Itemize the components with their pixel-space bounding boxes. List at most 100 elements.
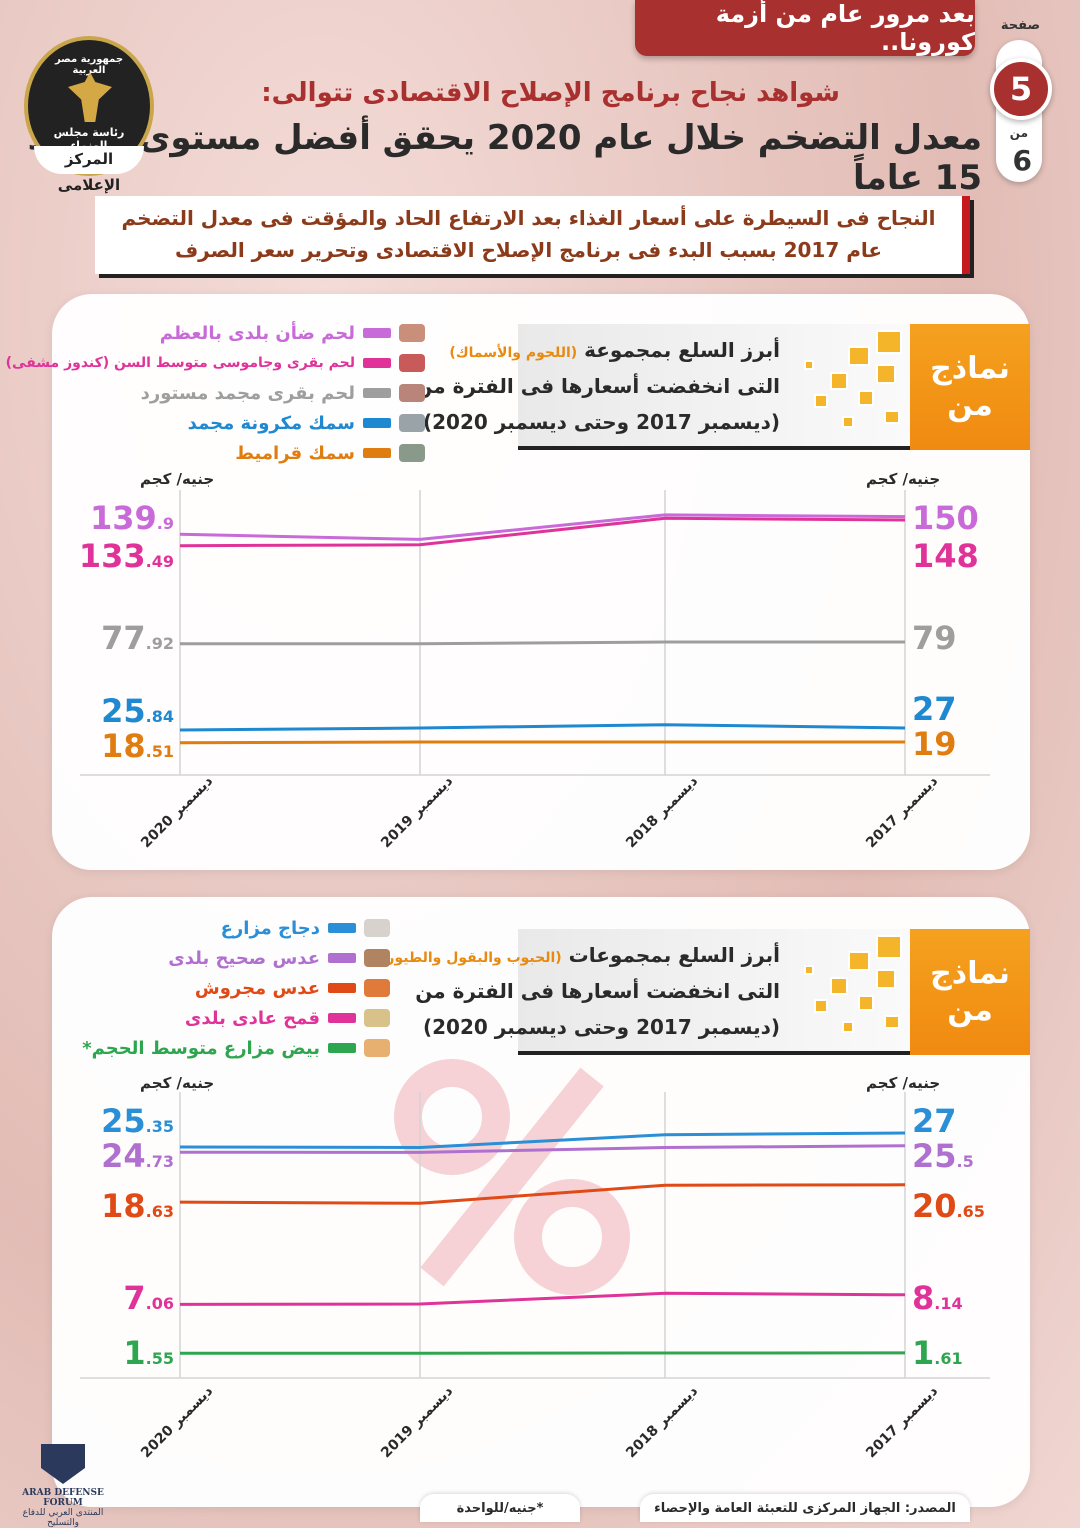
legend-swatch <box>363 418 391 428</box>
chart-2: ديسمبر 2017 ديسمبر 2018 ديسمبر 2019 ديسمبر … <box>80 1092 990 1461</box>
page-number: 5 <box>990 58 1052 120</box>
legend-item: بيض مزارع متوسط الحجم* <box>82 1035 390 1061</box>
series-line <box>179 1183 906 1205</box>
end-value-label: 25.35 <box>101 1102 174 1140</box>
group-info-line3: (ديسمبر 2017 وحتى ديسمبر 2020) <box>422 410 780 434</box>
intro-line-1: النجاح فى السيطرة على أسعار الغذاء بعد ا… <box>121 206 936 230</box>
intro-line-2: عام 2017 بسبب البدء فى برنامج الإصلاح ال… <box>174 238 883 262</box>
start-value-label: 27 <box>912 1102 957 1140</box>
legend-label: عدس صحيح بلدى <box>168 947 320 969</box>
logo-top-text: جمهورية مصر العربية <box>54 54 124 76</box>
chicken-icon <box>364 919 390 937</box>
y-unit-left: جنيه/ كجم <box>140 1074 215 1092</box>
end-value-label: 24.73 <box>101 1137 174 1175</box>
x-tick-label: ديسمبر 2020 <box>138 1383 216 1461</box>
legend-item: قمح عادى بلدى <box>185 1005 390 1031</box>
shield-icon <box>41 1444 85 1484</box>
legend-item: دجاج مزارع <box>221 915 390 941</box>
start-value-label: 79 <box>912 619 957 657</box>
unit-footnote: *جنيه/للواحدة <box>420 1494 580 1522</box>
series-line <box>179 1131 906 1149</box>
y-unit-right: جنيه/ كجم <box>866 1074 941 1092</box>
legend-item: لحم ضأن بلدى بالعظم <box>160 320 425 346</box>
start-value-label: 148 <box>912 537 979 575</box>
y-unit-left: جنيه/ كجم <box>140 470 215 488</box>
legend-label: سمك مكرونة مجمد <box>187 412 355 434</box>
examples-tag-line2: من <box>947 388 993 423</box>
examples-tag-line1: نماذج <box>930 350 1010 386</box>
source-note: المصدر: الجهاز المركزى للتعبئة العامة وا… <box>640 1494 970 1522</box>
end-value-label: 7.06 <box>123 1279 174 1317</box>
beef-icon <box>399 354 425 372</box>
legend-item: سمك قراميط <box>235 440 425 466</box>
series-line <box>179 723 906 732</box>
group-info-box: أبرز السلع بمجموعات (الحبوب والبقول والط… <box>380 929 910 1055</box>
start-value-label: 19 <box>912 725 957 763</box>
end-value-label: 18.63 <box>101 1187 174 1225</box>
legend-item: عدس صحيح بلدى <box>168 945 390 971</box>
examples-tag: نماذج من <box>910 929 1030 1055</box>
x-tick-label: ديسمبر 2017 <box>863 773 941 851</box>
crushed-lentils-icon <box>364 979 390 997</box>
x-tick-label: ديسمبر 2017 <box>863 1383 941 1461</box>
series-line <box>179 1291 906 1306</box>
legend-swatch <box>363 448 391 458</box>
group-highlight: (اللحوم والأسماك) <box>449 345 578 361</box>
group-info-line1: أبرز السلع بمجموعات (الحبوب والبقول والط… <box>380 943 780 967</box>
start-value-label: 8.14 <box>912 1279 963 1317</box>
forum-watermark: ARAB DEFENSE FORUM المنتدى العربي للدفاع… <box>8 1444 118 1528</box>
series-line <box>179 640 905 646</box>
end-value-label: 133.49 <box>79 537 174 575</box>
examples-tag-line1: نماذج <box>930 955 1010 991</box>
legend-label: بيض مزارع متوسط الحجم* <box>82 1037 320 1059</box>
group-info-line1: أبرز السلع بمجموعة (اللحوم والأسماك) <box>449 338 780 362</box>
examples-tag: نماذج من <box>910 324 1030 450</box>
forum-name: ARAB DEFENSE FORUM <box>22 1488 104 1508</box>
x-tick-label: ديسمبر 2020 <box>138 773 216 851</box>
end-value-label: 18.51 <box>101 727 174 765</box>
page-of-label: من <box>1009 126 1028 140</box>
legend-item: لحم بقرى وجاموسى متوسط السن (كندوز مشفى) <box>6 350 425 376</box>
chart-panel-meat-fish: نماذج من أبرز السلع بمجموعة (اللحوم والأ… <box>52 294 1030 870</box>
group-info-line2: التى انخفضت أسعارها فى الفترة من <box>415 374 780 398</box>
legend-label: لحم بقرى مجمد مستورد <box>140 382 355 404</box>
examples-tag-line2: من <box>947 993 993 1028</box>
lentils-icon <box>364 949 390 967</box>
legend-swatch <box>363 388 391 398</box>
legend-swatch <box>328 1043 356 1053</box>
legend-swatch <box>328 923 356 933</box>
confetti-decoration <box>790 929 910 1055</box>
y-unit-right: جنيه/ كجم <box>866 470 941 488</box>
end-value-label: 139.9 <box>90 499 174 537</box>
legend-swatch <box>328 953 356 963</box>
intro-box: النجاح فى السيطرة على أسعار الغذاء بعد ا… <box>95 196 970 274</box>
wheat-icon <box>364 1009 390 1027</box>
legend-label: سمك قراميط <box>235 442 355 464</box>
fish-icon <box>399 414 425 432</box>
group-highlight: (الحبوب والبقول والطيور) <box>380 950 562 966</box>
eggs-icon <box>364 1039 390 1057</box>
end-value-label: 77.92 <box>101 619 174 657</box>
legend-swatch <box>363 328 391 338</box>
catfish-icon <box>399 444 425 462</box>
x-tick-label: ديسمبر 2019 <box>378 1383 456 1461</box>
legend-item: سمك مكرونة مجمد <box>188 410 425 436</box>
legend-swatch <box>328 1013 356 1023</box>
lamb-icon <box>399 324 425 342</box>
series-line <box>179 513 906 541</box>
legend-label: عدس مجروش <box>194 977 320 999</box>
start-value-label: 1.61 <box>912 1334 963 1372</box>
page-label: صفحة <box>1000 18 1040 33</box>
group-info-line2: التى انخفضت أسعارها فى الفترة من <box>415 979 780 1003</box>
group-info-line3: (ديسمبر 2017 وحتى ديسمبر 2020) <box>422 1015 780 1039</box>
x-tick-label: ديسمبر 2018 <box>623 773 701 851</box>
frozen-meat-icon <box>399 384 425 402</box>
legend-swatch <box>328 983 356 993</box>
legend-item: عدس مجروش <box>195 975 390 1001</box>
series-line <box>179 516 906 548</box>
start-value-label: 27 <box>912 690 957 728</box>
x-tick-label: ديسمبر 2018 <box>623 1383 701 1461</box>
page-total: 6 <box>1012 144 1032 177</box>
start-value-label: 150 <box>912 499 979 537</box>
